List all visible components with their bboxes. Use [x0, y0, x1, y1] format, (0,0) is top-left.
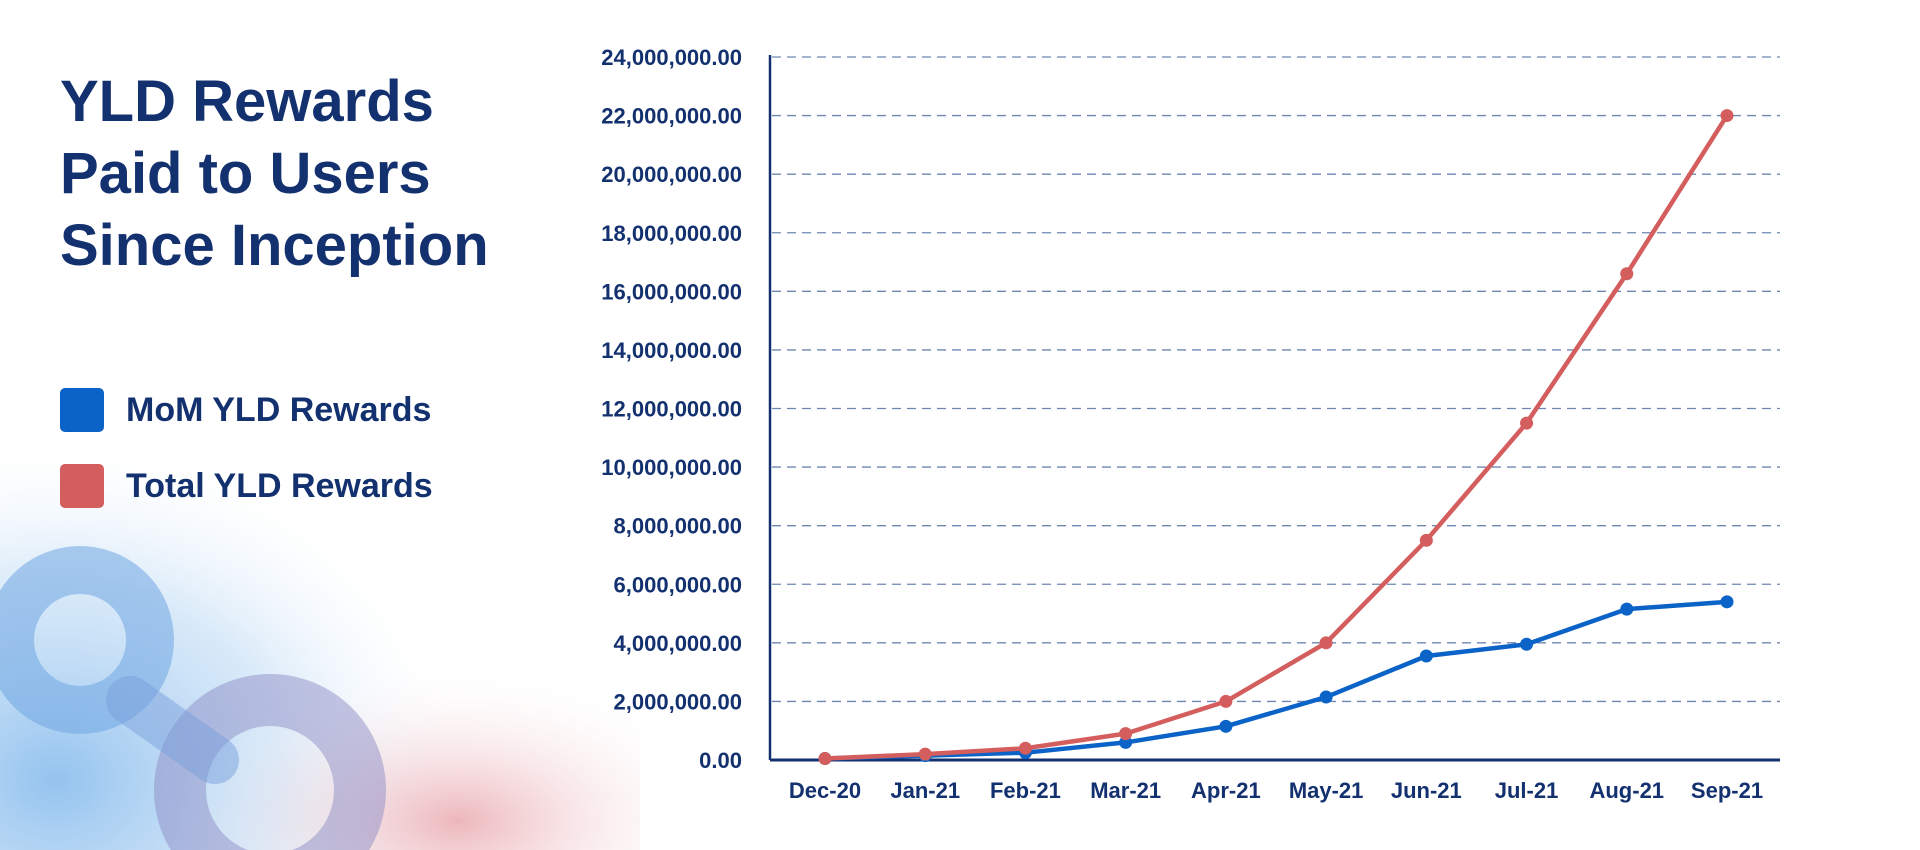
series-line-mom: [822, 599, 1730, 761]
data-point-total: [1620, 267, 1634, 281]
data-point-total: [1018, 741, 1032, 755]
x-tick-label: Jan-21: [890, 778, 960, 803]
y-tick-label: 24,000,000.00: [601, 45, 742, 70]
legend-swatch-mom: [60, 388, 104, 432]
x-tick-label: Dec-20: [789, 778, 861, 803]
data-point-mom: [1219, 719, 1233, 733]
data-point-total: [918, 747, 932, 761]
data-point-total: [1720, 109, 1734, 123]
data-point-total: [1119, 727, 1133, 741]
yld-watermark-icon: [0, 546, 386, 850]
y-tick-label: 14,000,000.00: [601, 338, 742, 363]
legend: MoM YLD Rewards Total YLD Rewards: [60, 388, 433, 540]
y-tick-label: 16,000,000.00: [601, 279, 742, 304]
data-point-total: [1219, 694, 1233, 708]
y-tick-label: 8,000,000.00: [614, 514, 742, 539]
x-tick-label: May-21: [1289, 778, 1364, 803]
page-title: YLD Rewards Paid to Users Since Inceptio…: [60, 69, 489, 278]
x-tick-label: Apr-21: [1191, 778, 1261, 803]
data-point-total: [1419, 533, 1433, 547]
y-tick-label: 18,000,000.00: [601, 221, 742, 246]
data-point-total: [818, 752, 832, 766]
y-tick-label: 10,000,000.00: [601, 455, 742, 480]
x-tick-label: Jul-21: [1495, 778, 1559, 803]
x-tick-label: Feb-21: [990, 778, 1061, 803]
legend-label-mom: MoM YLD Rewards: [126, 390, 432, 429]
series-line-total: [822, 113, 1730, 761]
x-tick-label: Mar-21: [1090, 778, 1161, 803]
data-point-mom: [1419, 649, 1433, 663]
y-tick-label: 22,000,000.00: [601, 104, 742, 129]
y-tick-label: 2,000,000.00: [614, 689, 742, 714]
legend-label-total: Total YLD Rewards: [126, 466, 433, 505]
y-tick-label: 6,000,000.00: [614, 572, 742, 597]
x-tick-label: Jun-21: [1391, 778, 1462, 803]
y-tick-label: 20,000,000.00: [601, 162, 742, 187]
data-point-mom: [1319, 690, 1333, 704]
y-tick-label: 0.00: [699, 748, 742, 773]
data-point-mom: [1520, 637, 1534, 651]
y-tick-label: 4,000,000.00: [614, 631, 742, 656]
legend-item-mom: MoM YLD Rewards: [60, 388, 433, 432]
data-point-mom: [1720, 595, 1734, 609]
legend-item-total: Total YLD Rewards: [60, 464, 433, 508]
legend-swatch-total: [60, 464, 104, 508]
data-point-mom: [1620, 602, 1634, 616]
x-tick-label: Sep-21: [1691, 778, 1763, 803]
x-tick-label: Aug-21: [1589, 778, 1664, 803]
data-point-total: [1520, 416, 1534, 430]
data-point-total: [1319, 636, 1333, 650]
y-tick-label: 12,000,000.00: [601, 397, 742, 422]
